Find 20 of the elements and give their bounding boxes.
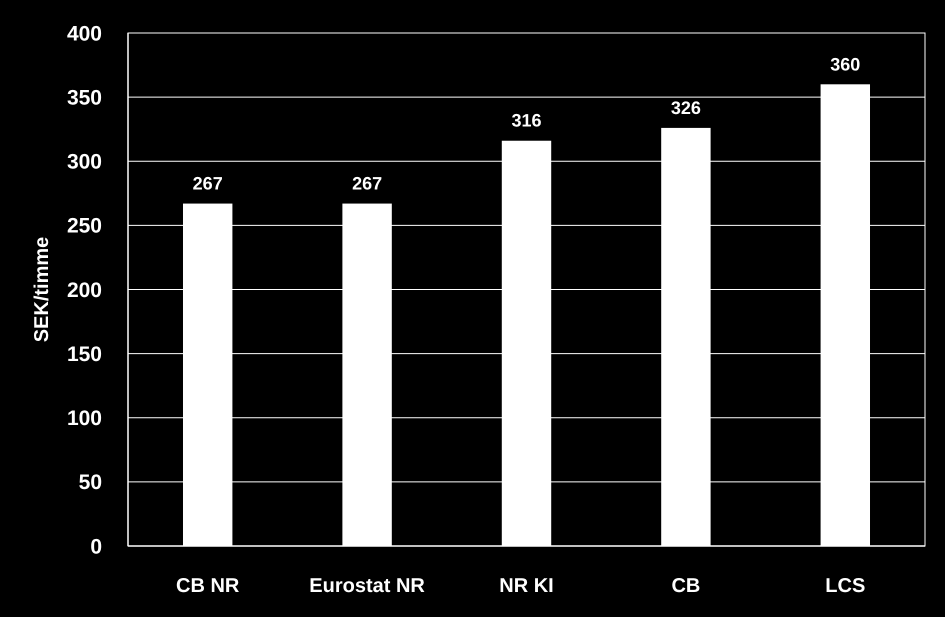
y-tick-label: 0 [90,535,102,558]
y-tick-label: 200 [66,278,102,302]
y-tick-label: 300 [66,150,102,174]
y-tick-label: 350 [66,86,102,110]
x-tick-label: Eurostat NR [309,575,426,597]
y-tick-label: 100 [66,407,102,430]
x-tick-label: CB NR [176,575,240,597]
y-axis-title: SEK/timme [31,236,53,342]
y-tick-label: 50 [78,471,102,494]
data-label: 316 [511,110,542,131]
data-label: 267 [192,174,223,194]
y-tick-label: 250 [66,214,102,238]
y-tick-label: 150 [66,342,102,366]
y-tick-label: 400 [66,22,102,46]
x-tick-label: NR KI [499,575,554,597]
data-label: 267 [352,174,382,194]
data-label: 326 [670,98,701,118]
x-tick-label: CB [671,575,700,597]
data-label: 360 [830,54,860,74]
x-tick-label: LCS [825,575,866,597]
